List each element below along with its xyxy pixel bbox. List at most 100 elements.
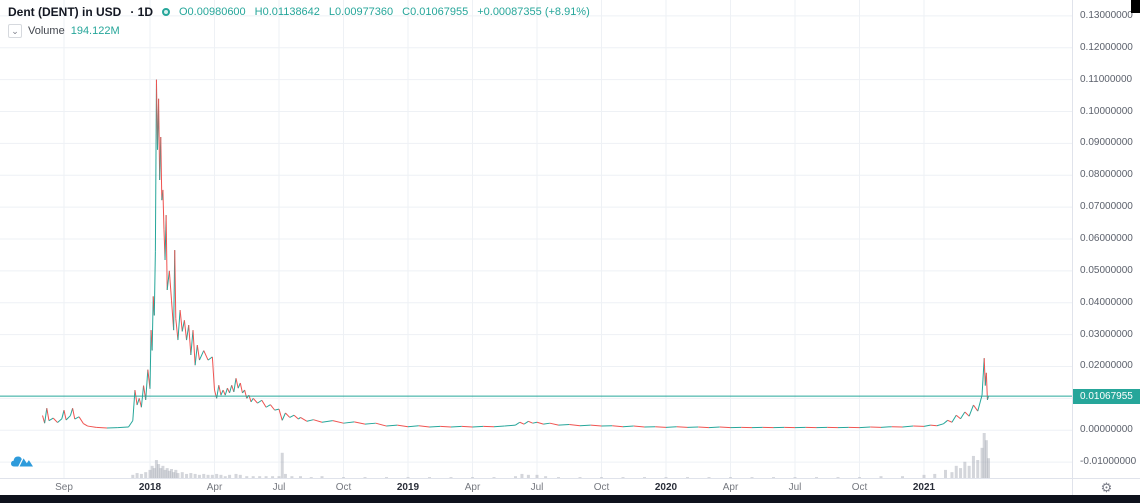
price-segment xyxy=(224,387,228,396)
axis-corner: ⚙ xyxy=(1072,478,1140,495)
price-series xyxy=(42,79,989,429)
price-axis-label: 0.09000000 xyxy=(1080,137,1133,149)
volume-bar xyxy=(135,473,139,478)
volume-bar xyxy=(901,476,904,478)
price-segment xyxy=(698,426,710,429)
volume-label[interactable]: Volume xyxy=(28,25,65,37)
price-segment xyxy=(472,425,484,428)
volume-bar xyxy=(976,460,980,478)
price-segment xyxy=(983,358,986,386)
price-segment xyxy=(955,414,961,420)
price-axis-label: 0.03000000 xyxy=(1080,328,1133,340)
volume-bar xyxy=(299,476,302,478)
time-axis[interactable]: Sep 2018 Apr Jul Oct 2019 Apr Jul Oct 2020 Apr Jul O… xyxy=(0,478,1072,495)
price-segment xyxy=(274,408,280,411)
time-axis-label: 2019 xyxy=(396,482,420,493)
volume-bar xyxy=(406,477,410,478)
price-segment xyxy=(83,423,88,427)
volume-bar xyxy=(750,477,754,478)
price-segment xyxy=(543,422,550,425)
price-segment xyxy=(250,398,254,403)
price-chart-svg xyxy=(0,0,1072,478)
volume-bar xyxy=(471,477,474,478)
volume-bar xyxy=(428,477,431,478)
volume-bar xyxy=(271,476,275,478)
volume-bar xyxy=(526,474,530,478)
interval-label[interactable]: · 1D xyxy=(130,5,153,19)
price-segment xyxy=(579,424,591,427)
volume-bar xyxy=(165,468,169,478)
volume-bar xyxy=(793,477,797,478)
gear-icon[interactable]: ⚙ xyxy=(1100,479,1113,495)
volume-bar xyxy=(172,472,176,478)
volume-bar xyxy=(621,477,625,478)
chart-pane[interactable]: Dent (DENT) in USD · 1D O0.00980600 H0.0… xyxy=(0,0,1072,478)
volume-bar xyxy=(686,477,689,478)
volume-bar xyxy=(707,477,711,478)
price-segment xyxy=(69,408,74,416)
symbol-title[interactable]: Dent (DENT) in USD xyxy=(8,5,122,19)
volume-bar xyxy=(176,473,180,478)
price-segment xyxy=(633,425,645,428)
chevron-down-icon[interactable]: ⌄ xyxy=(8,24,22,38)
price-segment xyxy=(222,389,226,396)
series-toggle-dot-icon[interactable] xyxy=(162,8,170,16)
volume-bar xyxy=(215,473,219,478)
price-segment xyxy=(968,404,974,417)
price-segment xyxy=(493,425,505,428)
price-segment xyxy=(42,415,46,424)
volume-bar xyxy=(520,473,524,478)
volume-bar xyxy=(836,477,840,478)
window-bottom-edge xyxy=(0,495,1140,503)
price-segment xyxy=(74,416,80,420)
price-segment xyxy=(143,385,147,401)
price-axis[interactable]: 0.01067955 0.13000000 0.12000000 0.1100000… xyxy=(1072,0,1140,478)
volume-bar xyxy=(206,474,210,478)
price-segment xyxy=(87,425,97,428)
volume-bar xyxy=(963,461,967,478)
low-value: L0.00977360 xyxy=(328,6,394,18)
price-segment xyxy=(515,421,521,426)
volume-bar xyxy=(664,477,668,478)
price-axis-label: 0.13000000 xyxy=(1080,9,1133,21)
price-segment xyxy=(622,425,634,428)
price-segment xyxy=(138,398,142,408)
symbol-legend-row: Dent (DENT) in USD · 1D O0.00980600 H0.0… xyxy=(8,5,590,19)
price-segment xyxy=(192,330,196,366)
price-segment xyxy=(558,423,570,426)
price-segment xyxy=(986,395,989,401)
price-segment xyxy=(196,345,200,361)
price-segment xyxy=(65,415,71,421)
tradingview-logo[interactable] xyxy=(8,451,36,471)
price-segment xyxy=(203,350,209,361)
volume-bar xyxy=(987,458,990,478)
chart-legend: Dent (DENT) in USD · 1D O0.00980600 H0.0… xyxy=(8,5,590,38)
volume-bar xyxy=(309,477,313,478)
price-segment xyxy=(429,425,441,428)
price-segment xyxy=(332,420,344,424)
price-segment xyxy=(226,387,231,394)
current-price-label: 0.01067955 xyxy=(1073,389,1140,405)
volume-series xyxy=(131,433,990,478)
price-segment xyxy=(313,419,323,423)
price-segment xyxy=(235,378,239,389)
close-value: C0.01067955 xyxy=(402,6,469,18)
price-segment xyxy=(211,356,215,391)
price-segment xyxy=(270,404,276,411)
price-segment xyxy=(52,417,58,423)
price-segment xyxy=(257,399,263,404)
price-segment xyxy=(923,424,931,427)
volume-bar xyxy=(283,473,287,478)
price-segment xyxy=(960,411,966,419)
price-segment xyxy=(265,404,271,408)
volume-bar xyxy=(342,477,345,478)
volume-bar xyxy=(643,477,646,478)
volume-bar xyxy=(193,473,197,478)
price-segment xyxy=(128,420,134,428)
volume-bar xyxy=(514,476,517,478)
time-axis-label: Jul xyxy=(530,482,544,493)
volume-bar xyxy=(223,476,227,478)
price-axis-label: 0.00000000 xyxy=(1080,424,1133,436)
price-segment xyxy=(532,421,538,424)
price-axis-label: 0.08000000 xyxy=(1080,169,1133,181)
